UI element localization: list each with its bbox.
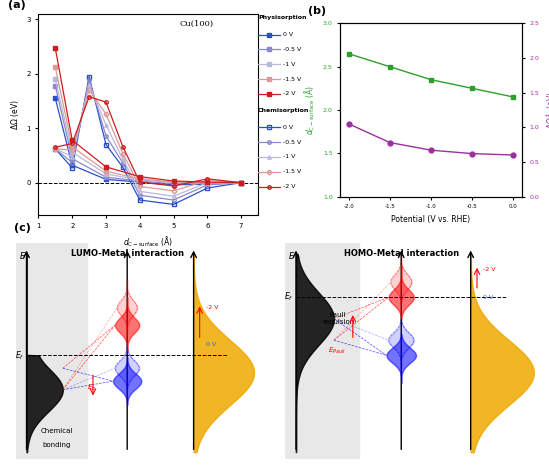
Text: 0 V: 0 V (283, 125, 293, 130)
Text: 0 V: 0 V (206, 342, 216, 347)
Text: 0 V: 0 V (283, 32, 293, 37)
Text: Chemical: Chemical (41, 428, 73, 434)
Text: -1.5 V: -1.5 V (283, 169, 301, 174)
Text: -2 V: -2 V (283, 184, 295, 189)
Text: $E_f$: $E_f$ (284, 291, 293, 303)
Text: Cu(100): Cu(100) (180, 20, 214, 28)
Text: (a): (a) (8, 0, 25, 10)
Y-axis label: $d_\mathrm{C-surface}$ (Å): $d_\mathrm{C-surface}$ (Å) (303, 85, 317, 135)
X-axis label: Potential (V vs. RHE): Potential (V vs. RHE) (391, 215, 470, 224)
Text: bonding: bonding (42, 442, 71, 448)
Y-axis label: $\Delta\Omega^\ddagger_{ET}$ (eV): $\Delta\Omega^\ddagger_{ET}$ (eV) (545, 91, 549, 129)
Text: Pauli
repulsion: Pauli repulsion (322, 312, 354, 325)
Text: Chemisorption: Chemisorption (258, 108, 310, 113)
Y-axis label: $\Delta\Omega$ (eV): $\Delta\Omega$ (eV) (9, 99, 21, 130)
Text: LUMO-Metal interaction: LUMO-Metal interaction (71, 249, 184, 258)
Text: -2 V: -2 V (283, 91, 295, 96)
Text: $E_b$: $E_b$ (87, 382, 96, 393)
Bar (16, 243, 87, 459)
Text: (b): (b) (308, 7, 326, 16)
Text: 0 V: 0 V (483, 295, 494, 300)
Text: -2 V: -2 V (483, 267, 496, 272)
Text: -1 V: -1 V (283, 154, 295, 160)
Text: (c): (c) (14, 223, 31, 233)
Text: -0.5 V: -0.5 V (283, 47, 301, 52)
Text: -2 V: -2 V (206, 306, 218, 310)
X-axis label: $d_\mathrm{C-surface}$ (Å): $d_\mathrm{C-surface}$ (Å) (123, 234, 173, 249)
Text: -0.5 V: -0.5 V (283, 139, 301, 145)
Text: -1.5 V: -1.5 V (283, 77, 301, 81)
Text: $E_{Pauli}$: $E_{Pauli}$ (328, 346, 346, 356)
Text: -1 V: -1 V (283, 62, 295, 67)
Bar (285, 243, 359, 459)
Text: Physisorption: Physisorption (258, 15, 306, 20)
Text: E: E (289, 252, 294, 261)
Text: E: E (20, 252, 25, 261)
Text: HOMO-Metal interaction: HOMO-Metal interaction (344, 249, 459, 258)
Text: $E_f$: $E_f$ (15, 349, 24, 362)
